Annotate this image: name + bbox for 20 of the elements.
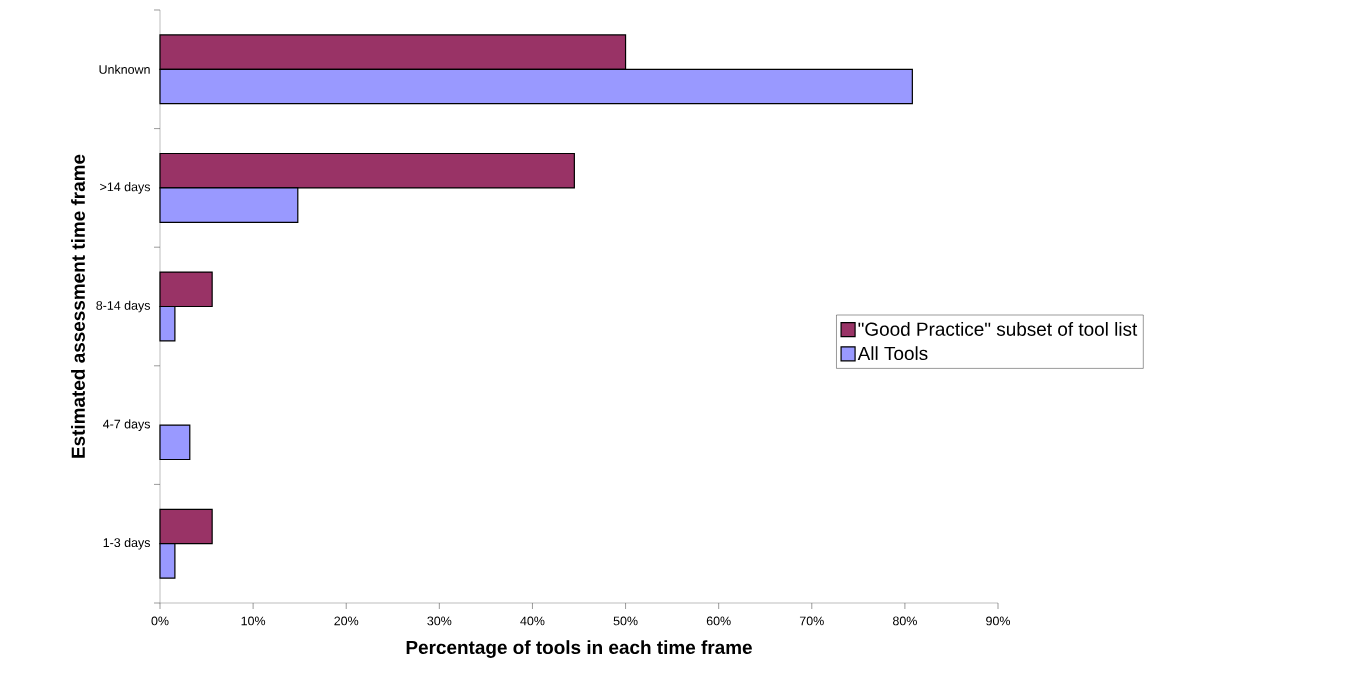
legend-label: All Tools [857,346,928,361]
x-tick-label: 30% [427,616,452,626]
x-tick-label: 10% [241,616,266,626]
y-tick-label: Unknown [99,64,150,74]
bar [159,424,191,461]
legend-label: "Good Practice" subset of tool list [858,321,1138,336]
y-tick-label: 8-14 days [96,300,151,313]
x-tick-label: 0% [151,616,169,626]
x-tick-label: 80% [892,616,917,626]
y-tick-label: 4-7 days [103,419,151,431]
x-axis-title: Percentage of tools in each time frame [406,640,752,658]
x-tick-label: 40% [520,616,545,626]
x-tick-label: 90% [986,616,1011,626]
x-tick-label: 70% [799,616,824,626]
y-tick-label: 1-3 days [103,537,151,550]
x-tick-label: 50% [613,616,638,626]
y-axis-title: Estimated assessment time frame [71,154,85,458]
y-tick-label: >14 days [100,182,151,194]
x-tick-label: 60% [706,616,731,626]
x-tick-label: 20% [334,616,359,626]
